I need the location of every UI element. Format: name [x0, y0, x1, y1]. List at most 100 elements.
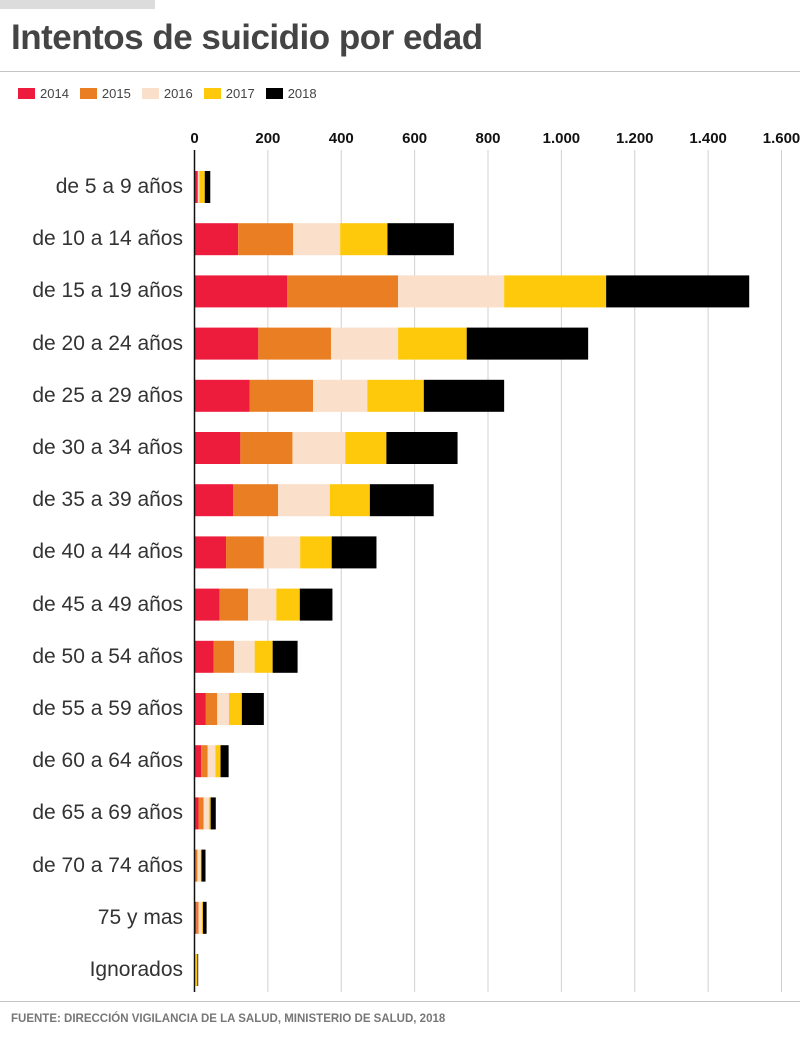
bar-segment-2017 [504, 275, 607, 308]
bar-segment-2014 [194, 171, 198, 203]
bar-segment-2016 [198, 171, 200, 203]
footer-divider [0, 1001, 800, 1002]
bar-segment-2017 [199, 171, 205, 203]
bar-segment-2016 [203, 797, 209, 830]
bar-segment-2018 [387, 223, 454, 256]
bar-segment-2015 [219, 588, 249, 621]
bar-segment-2016 [330, 327, 399, 360]
bar-segment-2017 [200, 849, 202, 882]
bar-segment-2016 [293, 223, 341, 256]
bar-segment-2014 [194, 797, 199, 830]
bar-segment-2015 [195, 849, 198, 882]
legend-swatch-2015 [79, 88, 97, 99]
x-tick-label: 1.400 [689, 130, 727, 147]
legend-item-2015: 2015 [79, 86, 131, 101]
bar-segment-2014 [194, 745, 202, 778]
bar-segment-2015 [287, 275, 399, 308]
bar-segment-2015 [197, 171, 199, 203]
bar-segment-2018 [299, 588, 333, 621]
category-label: de 45 a 49 años [32, 592, 183, 616]
bar-segment-2017 [398, 327, 467, 360]
bar-segment-2014 [194, 640, 214, 673]
bar-segment-2015 [205, 693, 218, 725]
bar-segment-2014 [194, 693, 206, 725]
bar-segment-2015 [233, 484, 279, 517]
category-label: de 20 a 24 años [32, 331, 183, 355]
bar-segment-2018 [369, 484, 434, 517]
bar-segment-2018 [606, 275, 750, 308]
bar-segment-2015 [249, 379, 314, 412]
bar-segment-2017 [254, 640, 273, 673]
x-tick-label: 800 [475, 130, 501, 147]
bar-segment-2016 [234, 640, 255, 673]
bar-segment-2018 [197, 954, 199, 986]
category-label: de 40 a 44 años [32, 540, 183, 564]
x-tick-label: 400 [328, 130, 354, 147]
x-tick-label: 1.200 [615, 130, 654, 147]
bar-segment-2014 [194, 379, 250, 412]
legend: 2014 2015 2016 2017 2018 [18, 86, 328, 101]
bar-segment-2015 [240, 432, 293, 464]
bar-segment-2018 [241, 693, 264, 725]
bar-segment-2015 [226, 536, 264, 569]
bar-segment-2016 [248, 588, 277, 621]
category-label: de 70 a 74 años [32, 853, 183, 877]
legend-item-2017: 2017 [203, 86, 255, 101]
category-label: de 15 a 19 años [32, 279, 183, 303]
bar-segment-2017 [300, 536, 332, 569]
category-label: de 55 a 59 años [32, 697, 183, 720]
bar-segment-2016 [278, 484, 330, 517]
bar-segment-2015 [258, 327, 331, 360]
bar-segment-2016 [217, 693, 229, 725]
bar-segment-2016 [263, 536, 301, 569]
top-accent-bar [0, 0, 155, 9]
bar-segment-2018 [220, 745, 229, 778]
category-label: de 10 a 14 años [32, 227, 183, 251]
bar-segment-2015 [198, 797, 204, 830]
bar-segment-2015 [196, 901, 199, 934]
bar-segment-2017 [215, 745, 221, 778]
legend-item-2016: 2016 [141, 86, 193, 101]
x-tick-label: 600 [402, 130, 428, 147]
x-tick-label: 1.000 [542, 130, 581, 147]
category-label: de 30 a 34 años [32, 436, 183, 459]
bar-segment-2017 [329, 484, 370, 517]
bar-segment-2017 [345, 432, 387, 464]
legend-item-2018: 2018 [265, 86, 317, 101]
bar-segment-2014 [194, 223, 239, 256]
bar-segment-2018 [331, 536, 377, 569]
bar-segment-2018 [466, 327, 589, 360]
legend-swatch-2014 [18, 88, 35, 99]
category-label: de 65 a 69 años [32, 801, 183, 825]
category-label: de 25 a 29 años [32, 383, 183, 407]
header-divider [0, 71, 800, 72]
legend-label-2014: 2014 [40, 86, 69, 101]
category-label: Ignorados [89, 958, 183, 981]
legend-item-2014: 2014 [18, 86, 69, 101]
bar-segment-2015 [213, 640, 235, 673]
legend-label-2017: 2017 [225, 86, 255, 101]
category-label: de 60 a 64 años [32, 749, 183, 773]
bar-segment-2014 [194, 588, 220, 621]
bar-segment-2018 [201, 849, 206, 882]
legend-swatch-2016 [141, 88, 159, 99]
bar-segment-2017 [208, 797, 211, 830]
legend-label-2015: 2015 [101, 86, 131, 101]
bar-segment-2014 [194, 432, 241, 464]
bar-segment-2015 [238, 223, 294, 256]
bar-segment-2016 [292, 432, 346, 464]
bar-segment-2017 [228, 693, 242, 725]
bar-segment-2017 [195, 954, 198, 986]
bar-segment-2016 [198, 901, 202, 934]
bar-segment-2017 [276, 588, 300, 621]
bar-segment-2016 [398, 275, 505, 308]
bar-segment-2014 [194, 275, 288, 308]
legend-label-2018: 2018 [287, 86, 317, 101]
x-tick-label: 1.600 [762, 130, 800, 147]
chart-title: Intentos de suicidio por edad [11, 18, 483, 57]
legend-swatch-2017 [203, 88, 221, 99]
legend-label-2016: 2016 [163, 86, 193, 101]
x-tick-label: 200 [255, 130, 281, 147]
bar-segment-2018 [272, 640, 298, 673]
